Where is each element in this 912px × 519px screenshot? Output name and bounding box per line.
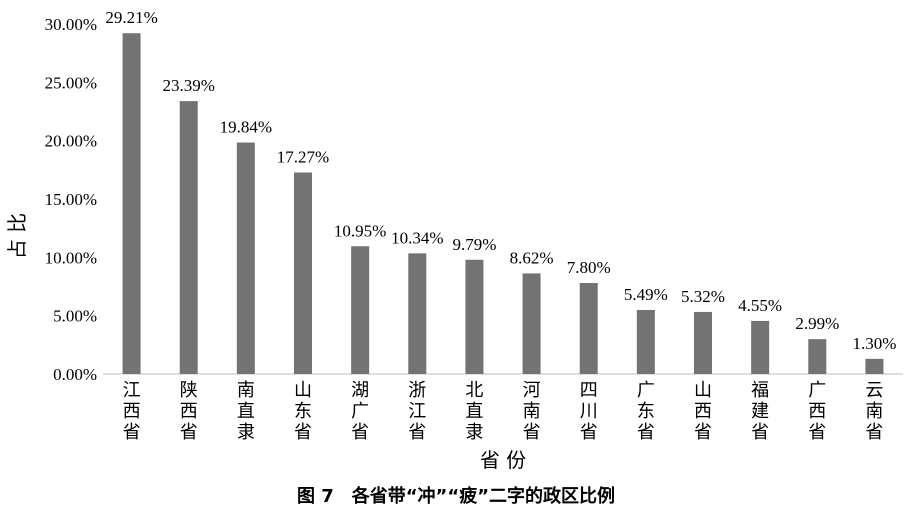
data-label: 19.84% [220, 118, 272, 137]
category-label: 广东省 [637, 380, 655, 443]
data-label: 10.34% [391, 228, 443, 247]
bar [465, 259, 484, 374]
y-tick-label: 0.00% [53, 365, 97, 384]
y-tick-label: 10.00% [45, 248, 97, 267]
category-label: 河南省 [523, 380, 541, 443]
data-label: 5.49% [624, 285, 668, 304]
data-label: 8.62% [510, 248, 554, 267]
data-label: 10.95% [334, 221, 386, 240]
y-tick-label: 20.00% [45, 132, 97, 151]
bar [122, 33, 141, 374]
figure-caption: 图 7 各省带“冲”“疲”二字的政区比例 [296, 486, 616, 507]
bar-chart: 0.00% 5.00% 10.00% 15.00% 20.00% 25.00% 30.00%… [5, 8, 903, 472]
y-tick-label: 30.00% [45, 15, 97, 34]
category-label: 南直隶 [237, 380, 255, 443]
x-axis-title: 省 份 [480, 448, 526, 472]
bar [865, 358, 884, 374]
bar [579, 283, 598, 374]
bar [179, 101, 198, 374]
category-label: 浙江省 [408, 380, 426, 443]
category-label: 四川省 [580, 380, 598, 443]
category-label: 山西省 [694, 380, 712, 443]
data-label: 7.80% [567, 258, 611, 277]
y-axis-title: 占 比 [5, 213, 29, 259]
bar [694, 311, 712, 374]
y-tick-label: 25.00% [45, 73, 97, 92]
data-label: 4.55% [738, 296, 782, 315]
category-label: 湖广省 [351, 380, 369, 443]
bar [808, 339, 827, 374]
bar [294, 172, 312, 374]
data-label: 29.21% [105, 8, 157, 27]
data-label: 2.99% [795, 314, 839, 333]
bar [751, 320, 770, 374]
data-label: 23.39% [163, 76, 215, 95]
category-label: 陕西省 [180, 380, 198, 443]
data-label: 5.32% [681, 287, 725, 306]
category-label: 北直隶 [465, 380, 483, 443]
bar [408, 253, 427, 374]
category-label: 江西省 [123, 380, 141, 443]
y-tick-label: 5.00% [53, 307, 97, 326]
data-label: 9.79% [452, 235, 496, 254]
data-label: 17.27% [277, 148, 329, 167]
bar [636, 309, 655, 374]
data-label: 1.30% [852, 334, 896, 353]
bar [351, 246, 370, 374]
category-label: 福建省 [751, 380, 769, 443]
bar [236, 142, 255, 374]
bar [522, 273, 541, 374]
y-tick-label: 15.00% [45, 190, 97, 209]
category-label: 广西省 [808, 380, 826, 443]
category-label: 云南省 [865, 380, 883, 443]
category-label: 山东省 [294, 380, 312, 443]
